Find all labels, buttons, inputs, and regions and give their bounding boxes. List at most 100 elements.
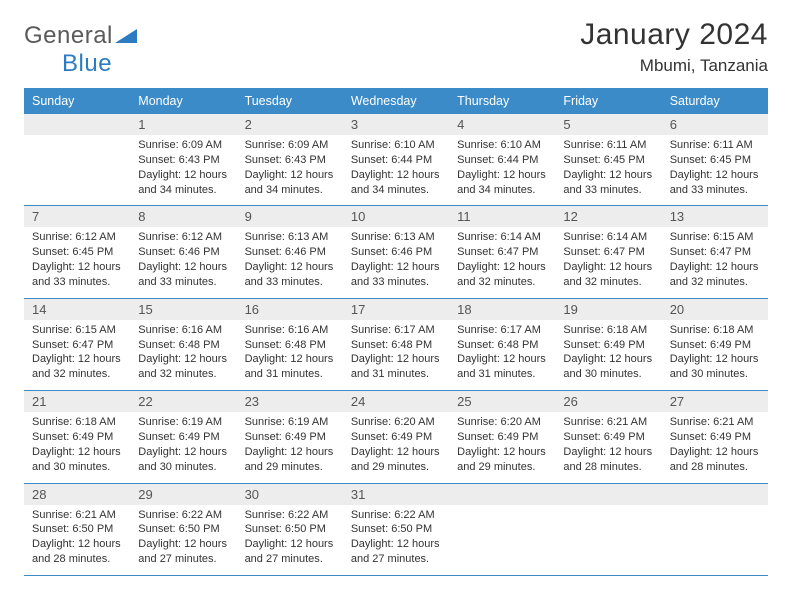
date-cell: Sunrise: 6:15 AMSunset: 6:47 PMDaylight:… [662,227,768,297]
sunset-line: Sunset: 6:48 PM [245,338,335,353]
date-cell: Sunrise: 6:13 AMSunset: 6:46 PMDaylight:… [237,227,343,297]
date-number: 24 [343,391,449,412]
date-cell: Sunrise: 6:21 AMSunset: 6:49 PMDaylight:… [662,412,768,482]
date-cell: Sunrise: 6:22 AMSunset: 6:50 PMDaylight:… [343,505,449,575]
sunrise-line: Sunrise: 6:16 AM [245,323,335,338]
sunrise-line: Sunrise: 6:11 AM [670,138,760,153]
logo-word-1: General [24,22,113,49]
date-number: 12 [555,206,661,227]
sunset-line: Sunset: 6:45 PM [563,153,653,168]
date-cell: Sunrise: 6:14 AMSunset: 6:47 PMDaylight:… [449,227,555,297]
daylight-line: Daylight: 12 hours and 32 minutes. [670,260,760,290]
date-number: 2 [237,114,343,135]
date-number-row: 14151617181920 [24,299,768,320]
date-number: 23 [237,391,343,412]
week-row: 78910111213 Sunrise: 6:12 AMSunset: 6:45 … [24,206,768,298]
sunset-line: Sunset: 6:47 PM [32,338,122,353]
logo-text: General Blue [24,22,137,78]
week-row: 28293031Sunrise: 6:21 AMSunset: 6:50 PMD… [24,484,768,576]
daylight-line: Daylight: 12 hours and 33 minutes. [563,168,653,198]
day-of-week-header: Sunday Monday Tuesday Wednesday Thursday… [24,88,768,114]
date-number: 9 [237,206,343,227]
daylight-line: Daylight: 12 hours and 33 minutes. [138,260,228,290]
date-cell: Sunrise: 6:22 AMSunset: 6:50 PMDaylight:… [237,505,343,575]
daylight-line: Daylight: 12 hours and 30 minutes. [563,352,653,382]
daylight-line: Daylight: 12 hours and 32 minutes. [563,260,653,290]
date-number-row: 78910111213 [24,206,768,227]
daylight-line: Daylight: 12 hours and 32 minutes. [32,352,122,382]
sunset-line: Sunset: 6:49 PM [670,430,760,445]
date-cell: Sunrise: 6:16 AMSunset: 6:48 PMDaylight:… [237,320,343,390]
date-number: 8 [130,206,236,227]
calendar: Sunday Monday Tuesday Wednesday Thursday… [24,88,768,576]
date-number [662,484,768,505]
sunset-line: Sunset: 6:44 PM [351,153,441,168]
sunrise-line: Sunrise: 6:20 AM [351,415,441,430]
date-number: 27 [662,391,768,412]
date-cell: Sunrise: 6:11 AMSunset: 6:45 PMDaylight:… [555,135,661,205]
date-cell: Sunrise: 6:18 AMSunset: 6:49 PMDaylight:… [24,412,130,482]
logo-word-2: Blue [62,50,112,78]
sunrise-line: Sunrise: 6:16 AM [138,323,228,338]
date-body-row: Sunrise: 6:15 AMSunset: 6:47 PMDaylight:… [24,320,768,390]
sunrise-line: Sunrise: 6:18 AM [563,323,653,338]
date-number: 30 [237,484,343,505]
date-cell: Sunrise: 6:10 AMSunset: 6:44 PMDaylight:… [343,135,449,205]
week-row: 21222324252627Sunrise: 6:18 AMSunset: 6:… [24,391,768,483]
daylight-line: Daylight: 12 hours and 27 minutes. [351,537,441,567]
sunrise-line: Sunrise: 6:21 AM [563,415,653,430]
date-number: 4 [449,114,555,135]
sunrise-line: Sunrise: 6:18 AM [32,415,122,430]
date-number: 25 [449,391,555,412]
dow-wednesday: Wednesday [343,88,449,114]
date-cell: Sunrise: 6:21 AMSunset: 6:49 PMDaylight:… [555,412,661,482]
date-number: 31 [343,484,449,505]
sunrise-line: Sunrise: 6:22 AM [138,508,228,523]
daylight-line: Daylight: 12 hours and 27 minutes. [138,537,228,567]
sunrise-line: Sunrise: 6:17 AM [457,323,547,338]
date-number: 19 [555,299,661,320]
date-cell: Sunrise: 6:19 AMSunset: 6:49 PMDaylight:… [130,412,236,482]
weeks-container: 123456Sunrise: 6:09 AMSunset: 6:43 PMDay… [24,114,768,576]
date-cell [24,135,130,205]
date-cell: Sunrise: 6:09 AMSunset: 6:43 PMDaylight:… [237,135,343,205]
daylight-line: Daylight: 12 hours and 29 minutes. [457,445,547,475]
daylight-line: Daylight: 12 hours and 30 minutes. [670,352,760,382]
daylight-line: Daylight: 12 hours and 33 minutes. [245,260,335,290]
date-body-row: Sunrise: 6:09 AMSunset: 6:43 PMDaylight:… [24,135,768,205]
sunrise-line: Sunrise: 6:20 AM [457,415,547,430]
daylight-line: Daylight: 12 hours and 28 minutes. [32,537,122,567]
sunrise-line: Sunrise: 6:21 AM [32,508,122,523]
dow-thursday: Thursday [449,88,555,114]
sunset-line: Sunset: 6:44 PM [457,153,547,168]
date-number-row: 28293031 [24,484,768,505]
sunset-line: Sunset: 6:46 PM [351,245,441,260]
date-cell: Sunrise: 6:17 AMSunset: 6:48 PMDaylight:… [449,320,555,390]
sunrise-line: Sunrise: 6:12 AM [32,230,122,245]
date-number: 3 [343,114,449,135]
date-cell: Sunrise: 6:17 AMSunset: 6:48 PMDaylight:… [343,320,449,390]
date-cell: Sunrise: 6:19 AMSunset: 6:49 PMDaylight:… [237,412,343,482]
sunrise-line: Sunrise: 6:10 AM [457,138,547,153]
date-cell: Sunrise: 6:14 AMSunset: 6:47 PMDaylight:… [555,227,661,297]
date-number: 5 [555,114,661,135]
week-row: 123456Sunrise: 6:09 AMSunset: 6:43 PMDay… [24,114,768,206]
date-number: 15 [130,299,236,320]
sunset-line: Sunset: 6:45 PM [32,245,122,260]
daylight-line: Daylight: 12 hours and 34 minutes. [351,168,441,198]
daylight-line: Daylight: 12 hours and 34 minutes. [138,168,228,198]
sunset-line: Sunset: 6:49 PM [563,430,653,445]
date-cell [662,505,768,575]
daylight-line: Daylight: 12 hours and 29 minutes. [351,445,441,475]
daylight-line: Daylight: 12 hours and 33 minutes. [670,168,760,198]
sunrise-line: Sunrise: 6:22 AM [245,508,335,523]
date-number: 7 [24,206,130,227]
title-block: January 2024 Mbumi, Tanzania [580,18,768,76]
sunset-line: Sunset: 6:49 PM [138,430,228,445]
daylight-line: Daylight: 12 hours and 33 minutes. [351,260,441,290]
date-cell: Sunrise: 6:22 AMSunset: 6:50 PMDaylight:… [130,505,236,575]
week-row: 14151617181920Sunrise: 6:15 AMSunset: 6:… [24,299,768,391]
sunset-line: Sunset: 6:49 PM [670,338,760,353]
date-cell: Sunrise: 6:13 AMSunset: 6:46 PMDaylight:… [343,227,449,297]
sunset-line: Sunset: 6:50 PM [138,522,228,537]
